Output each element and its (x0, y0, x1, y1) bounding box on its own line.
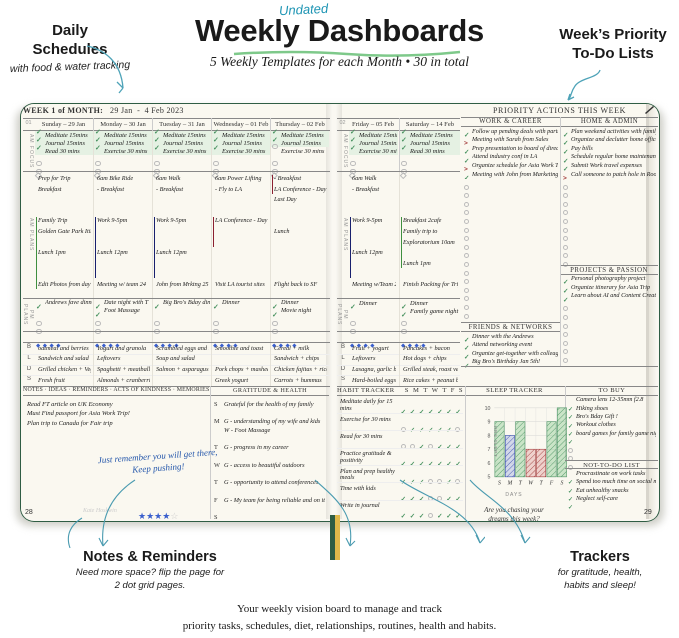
svg-text:10: 10 (485, 405, 491, 411)
svg-text:S: S (561, 480, 564, 486)
svg-text:6: 6 (488, 461, 491, 467)
svg-text:F: F (549, 480, 554, 486)
svg-text:9: 9 (488, 419, 491, 425)
svg-text:T: T (540, 480, 544, 486)
